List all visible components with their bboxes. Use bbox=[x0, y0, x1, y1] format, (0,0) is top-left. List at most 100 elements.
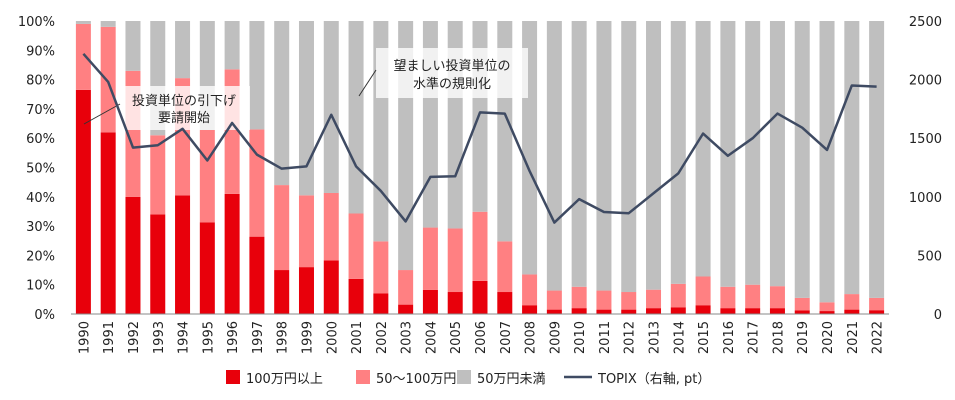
y-left-tick-label: 100% bbox=[18, 15, 55, 30]
topix-line-layer bbox=[82, 52, 877, 224]
bar-2006-series-0 bbox=[472, 280, 488, 314]
bar-2001-series-2 bbox=[348, 21, 364, 214]
bar-2010-series-0 bbox=[571, 308, 587, 314]
x-tick-label: 1998 bbox=[276, 321, 291, 354]
bar-1999-series-0 bbox=[298, 267, 314, 314]
bar-1991-series-0 bbox=[100, 132, 116, 314]
x-tick-label: 2018 bbox=[771, 321, 786, 354]
x-tick-label: 2014 bbox=[672, 321, 687, 354]
bar-2002-series-1 bbox=[373, 241, 389, 294]
x-tick-label: 2009 bbox=[548, 321, 563, 354]
bar-1993-series-0 bbox=[150, 214, 166, 314]
y-right-tick-label: 1500 bbox=[909, 132, 942, 147]
x-tick-label: 1999 bbox=[300, 321, 315, 354]
x-tick-label: 2016 bbox=[722, 321, 737, 354]
bar-2000-series-1 bbox=[323, 192, 339, 261]
x-tick-label: 1996 bbox=[226, 321, 241, 354]
bar-1997-series-1 bbox=[249, 129, 265, 237]
bar-2016-series-1 bbox=[720, 286, 736, 309]
x-tick-label: 2017 bbox=[747, 321, 762, 354]
y-right-tick-label: 0 bbox=[934, 308, 942, 323]
bar-1997-series-0 bbox=[249, 236, 265, 314]
x-tick-label: 1991 bbox=[102, 321, 117, 354]
bar-2014-series-2 bbox=[670, 21, 686, 284]
bar-2006-series-1 bbox=[472, 211, 488, 281]
y-right-tick-label: 2000 bbox=[909, 74, 942, 89]
bar-2009-series-1 bbox=[546, 290, 562, 310]
y-right-tick-label: 500 bbox=[917, 249, 942, 264]
annotation-text: 水準の規則化 bbox=[413, 76, 491, 92]
bar-2019-series-2 bbox=[794, 21, 810, 298]
x-tick-label: 2020 bbox=[821, 321, 836, 354]
bar-2022-series-2 bbox=[869, 21, 885, 298]
bar-2014-series-1 bbox=[670, 283, 686, 308]
y-left-tick-label: 60% bbox=[26, 132, 55, 147]
bar-2014-series-0 bbox=[670, 307, 686, 314]
y-left-tick-label: 0% bbox=[34, 308, 55, 323]
bar-2016-series-2 bbox=[720, 21, 736, 287]
y-left-tick-label: 50% bbox=[26, 162, 55, 177]
bar-1992-series-2 bbox=[125, 21, 141, 71]
bar-2013-series-1 bbox=[646, 289, 662, 309]
bar-2016-series-0 bbox=[720, 308, 736, 314]
bar-2012-series-1 bbox=[621, 292, 637, 310]
bar-2015-series-0 bbox=[695, 305, 711, 314]
bar-2000-series-0 bbox=[323, 260, 339, 314]
x-tick-label: 2005 bbox=[449, 321, 464, 354]
bar-2013-series-0 bbox=[646, 308, 662, 314]
bar-1999-series-2 bbox=[298, 21, 314, 196]
bar-2018-series-1 bbox=[769, 286, 785, 309]
bar-2013-series-2 bbox=[646, 21, 662, 290]
axes-layer: 0% 10% 20% 30% 40% 50% 60% 70% 80% 90% 100% 0 500 100… bbox=[18, 15, 942, 354]
x-tick-label: 2022 bbox=[871, 321, 886, 354]
bar-1996-series-0 bbox=[224, 193, 240, 314]
bar-1992-series-0 bbox=[125, 196, 141, 314]
legend-label: 100万円以上 bbox=[246, 372, 323, 387]
annotation-pointer bbox=[358, 69, 377, 97]
bar-2021-series-2 bbox=[844, 21, 860, 295]
y-left-tick-label: 10% bbox=[26, 279, 55, 294]
bar-1998-series-0 bbox=[274, 270, 290, 314]
bar-2011-series-0 bbox=[596, 309, 612, 314]
x-tick-label: 1993 bbox=[152, 321, 167, 354]
bar-2001-series-0 bbox=[348, 278, 364, 314]
bar-1994-series-2 bbox=[175, 21, 191, 79]
bars-layer bbox=[75, 21, 885, 314]
bar-2017-series-1 bbox=[745, 284, 761, 309]
bar-1990-series-0 bbox=[75, 89, 91, 314]
x-tick-label: 2015 bbox=[697, 321, 712, 354]
bar-1995-series-1 bbox=[199, 130, 215, 223]
x-tick-label: 2008 bbox=[524, 321, 539, 354]
x-tick-label: 1994 bbox=[177, 321, 192, 354]
y-left-tick-label: 20% bbox=[26, 249, 55, 264]
bar-2018-series-0 bbox=[769, 308, 785, 314]
x-tick-label: 1992 bbox=[127, 321, 142, 354]
x-tick-label: 2021 bbox=[846, 321, 861, 354]
bar-1990-series-2 bbox=[75, 21, 91, 24]
bar-2003-series-0 bbox=[398, 304, 414, 314]
bar-2009-series-2 bbox=[546, 21, 562, 291]
legend-swatch bbox=[457, 370, 471, 384]
bar-2015-series-2 bbox=[695, 21, 711, 277]
bar-2022-series-0 bbox=[869, 310, 885, 314]
bar-2001-series-1 bbox=[348, 213, 364, 279]
bar-2021-series-1 bbox=[844, 294, 860, 310]
bar-2009-series-0 bbox=[546, 309, 562, 314]
bar-1991-series-2 bbox=[100, 21, 116, 27]
bar-2000-series-2 bbox=[323, 21, 339, 193]
bar-2010-series-2 bbox=[571, 21, 587, 287]
annotation-text: 投資単位の引下げ bbox=[132, 93, 236, 109]
y-right-tick-label: 1000 bbox=[909, 191, 942, 206]
bar-2004-series-0 bbox=[422, 289, 438, 314]
bar-1997-series-2 bbox=[249, 21, 265, 130]
y-left-tick-label: 40% bbox=[26, 191, 55, 206]
bar-2020-series-0 bbox=[819, 311, 835, 314]
bar-2019-series-0 bbox=[794, 310, 810, 314]
x-tick-label: 2007 bbox=[499, 321, 514, 354]
bar-2007-series-0 bbox=[497, 292, 513, 314]
bar-1999-series-1 bbox=[298, 195, 314, 268]
bar-2012-series-2 bbox=[621, 21, 637, 293]
x-tick-label: 2019 bbox=[796, 321, 811, 354]
